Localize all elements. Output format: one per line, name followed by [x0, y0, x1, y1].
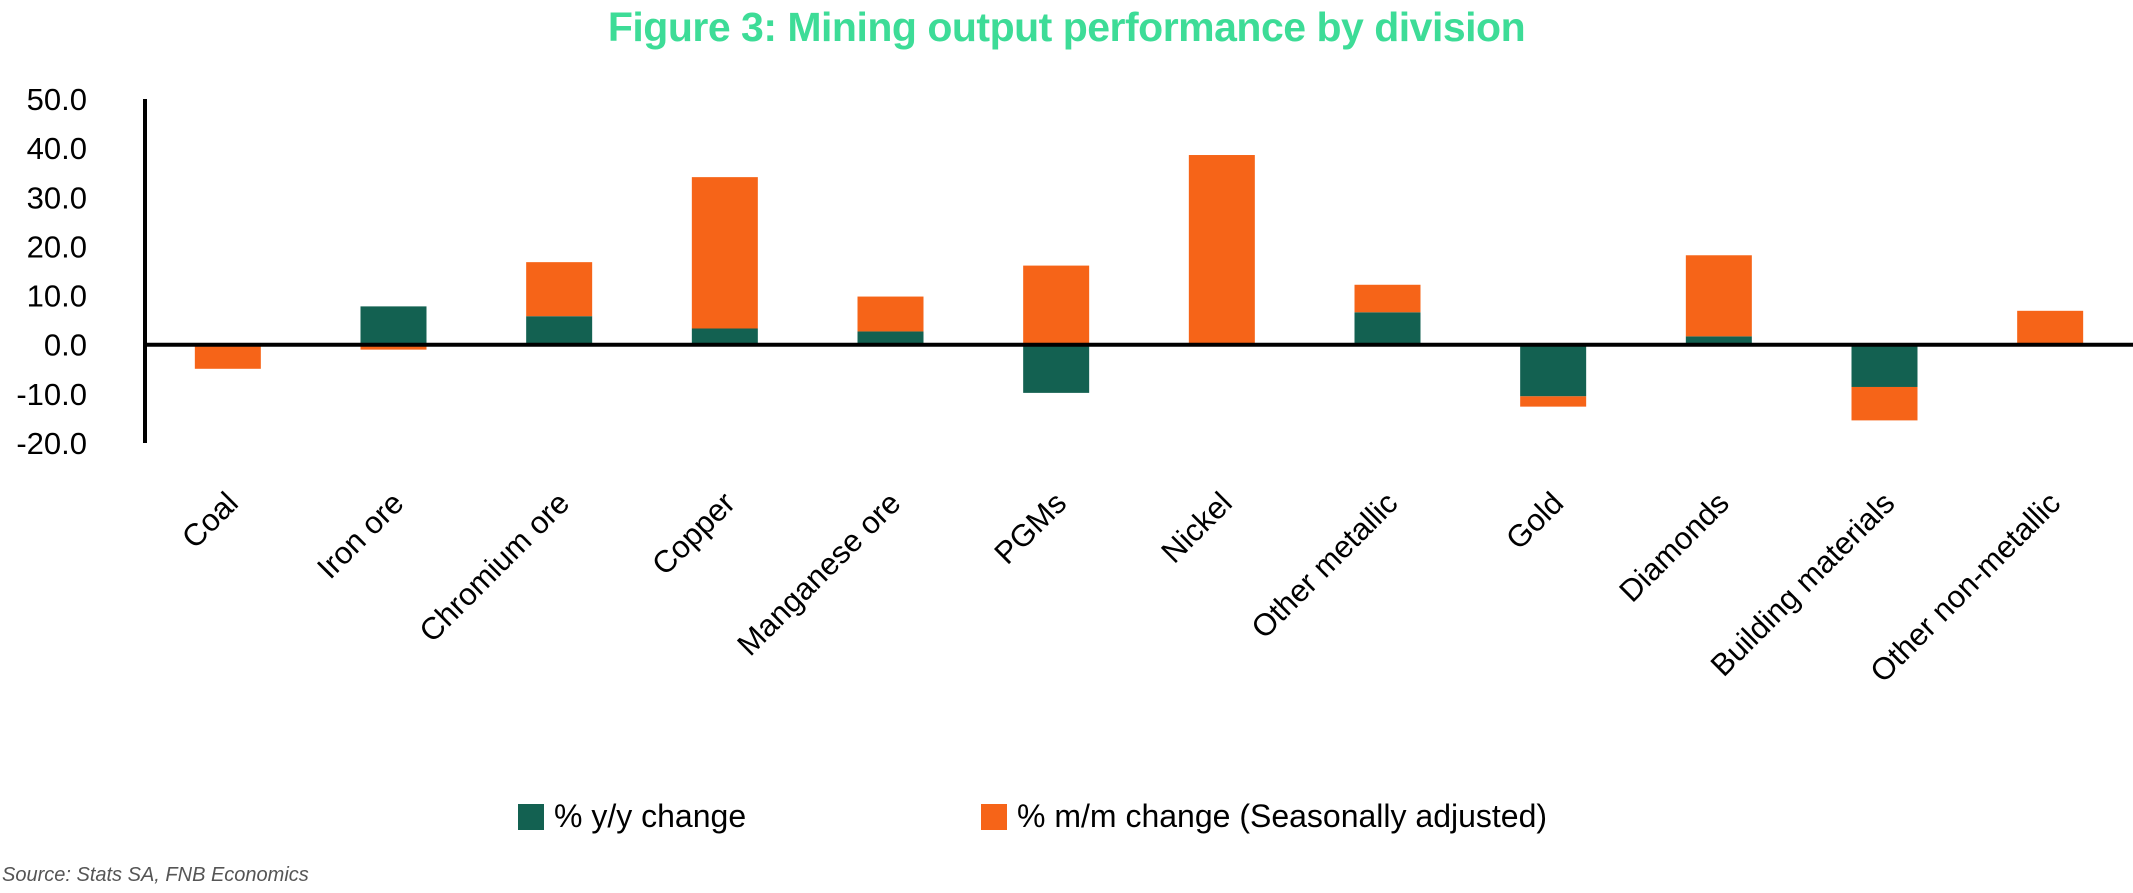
x-tick-label-copper: Copper — [645, 485, 742, 582]
bar-yy-building-materials — [1851, 344, 1918, 387]
x-tick-label-gold: Gold — [1499, 485, 1570, 556]
bar-mm-gold — [1520, 396, 1587, 407]
bar-yy-iron-ore — [360, 306, 427, 345]
bar-yy-other-metallic — [1354, 312, 1421, 345]
bar-mm-nickel — [1188, 155, 1255, 344]
legend-swatch-mm — [981, 803, 1007, 830]
y-tick-label: -10.0 — [16, 377, 87, 412]
y-tick-label: 10.0 — [27, 279, 87, 314]
bar-mm-diamonds — [1685, 255, 1752, 337]
bar-mm-copper — [691, 177, 758, 329]
x-tick-label-coal: Coal — [175, 485, 245, 555]
bars-layer — [194, 155, 2084, 421]
bar-mm-manganese-ore — [857, 296, 924, 332]
bar-yy-copper — [691, 328, 758, 345]
x-tick-labels: Coal Iron ore Chromium ore CopperManganese … — [175, 485, 2067, 689]
axes-layer — [143, 99, 2133, 443]
bar-yy-diamonds — [1685, 336, 1752, 345]
y-tick-label: -20.0 — [16, 426, 87, 461]
legend-item-yy: % y/y change — [518, 798, 746, 835]
bar-mm-other-non-metallic — [2017, 310, 2084, 345]
bar-yy-chromium-ore — [526, 316, 593, 345]
bar-mm-chromium-ore — [526, 262, 593, 317]
legend-label-yy: % y/y change — [554, 798, 747, 834]
bar-yy-gold — [1520, 344, 1587, 397]
bar-mm-pgms — [1023, 265, 1090, 345]
bar-mm-other-metallic — [1354, 284, 1421, 313]
bar-mm-building-materials — [1851, 386, 1918, 421]
x-tick-label-iron-ore: Iron ore — [310, 485, 410, 585]
bar-yy-pgms — [1023, 344, 1090, 393]
y-tick-label: 0.0 — [44, 328, 87, 363]
y-tick-label: 40.0 — [27, 131, 87, 166]
legend-label-mm: % m/m change (Seasonally adjusted) — [1017, 798, 1548, 834]
x-tick-label-diamonds: Diamonds — [1612, 485, 1735, 608]
x-tick-label-manganese-ore: Manganese ore — [730, 485, 907, 662]
x-tick-label-building-materials: Building materials — [1704, 485, 1902, 683]
bar-yy-manganese-ore — [857, 331, 924, 345]
legend-swatch-yy — [518, 803, 544, 830]
source-note: Source: Stats SA, FNB Economics — [2, 864, 309, 886]
y-tick-label: 30.0 — [27, 180, 87, 215]
x-tick-label-nickel: Nickel — [1154, 485, 1238, 569]
x-tick-label-pgms: PGMs — [987, 485, 1073, 571]
chart-title: Figure 3: Mining output performance by d… — [607, 4, 1526, 50]
x-tick-label-other-metallic: Other metallic — [1244, 485, 1404, 645]
bar-mm-iron-ore — [360, 344, 427, 350]
bar-mm-coal — [194, 344, 261, 369]
y-tick-label: 20.0 — [27, 229, 87, 264]
x-tick-label-chromium-ore: Chromium ore — [412, 485, 576, 649]
legend-item-mm: % m/m change (Seasonally adjusted) — [981, 798, 1547, 835]
y-tick-label: 50.0 — [27, 82, 87, 117]
y-tick-labels: 50.0 40.0 30.0 20.0 10.0 0.0 -10.0 -20.0 — [16, 82, 87, 461]
